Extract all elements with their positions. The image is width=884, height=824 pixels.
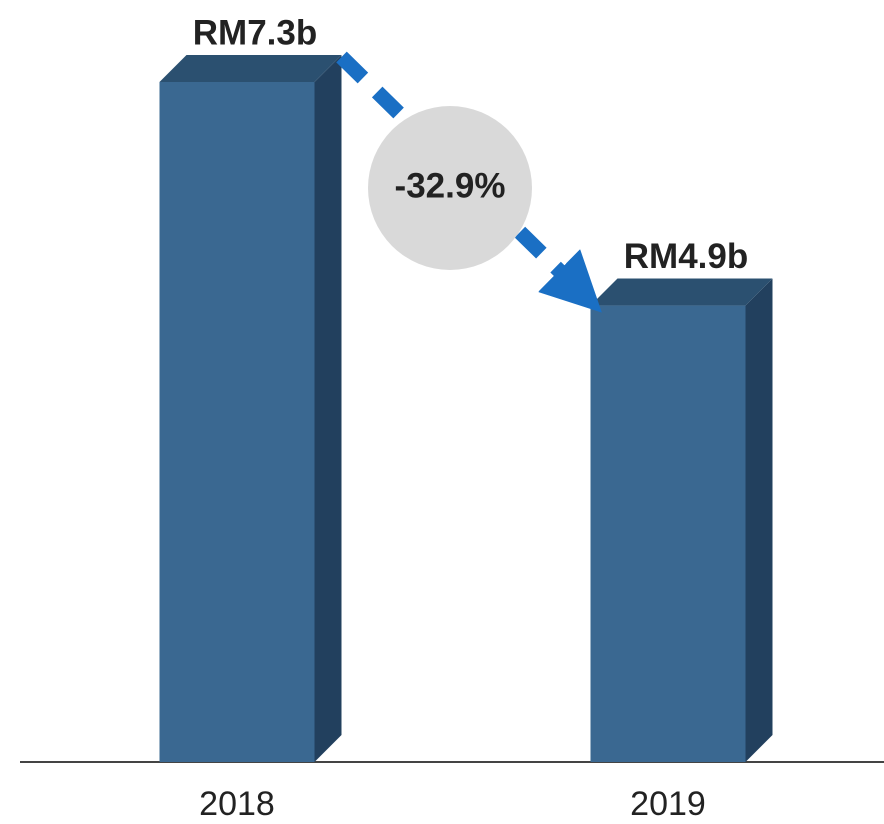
value-label: RM4.9b — [624, 237, 748, 276]
bar-top — [590, 278, 773, 306]
change-badge — [368, 106, 532, 270]
bar-side — [314, 55, 342, 762]
bar-side — [745, 278, 773, 762]
value-label: RM7.3b — [193, 13, 317, 52]
change-label: -32.9% — [395, 166, 506, 205]
bar-top — [159, 55, 342, 82]
x-tick-label: 2018 — [199, 785, 275, 823]
x-tick-label: 2019 — [630, 785, 706, 823]
bar — [159, 82, 315, 762]
bar — [590, 305, 746, 762]
